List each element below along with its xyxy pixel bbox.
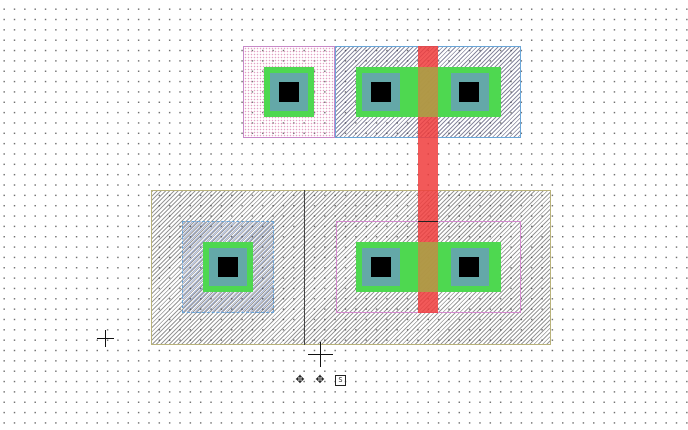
move-icon[interactable]: ✥ xyxy=(295,373,305,386)
gate-overlap-bottom xyxy=(418,242,438,292)
contact-cut xyxy=(459,82,479,102)
contact-cut xyxy=(218,257,238,277)
contact-cut xyxy=(279,82,299,102)
bottom-left-contact[interactable] xyxy=(203,242,253,292)
well-divider xyxy=(304,190,305,345)
crosshair-cursor-icon xyxy=(97,330,114,347)
contact-cut xyxy=(459,257,479,277)
poly-crossing-line xyxy=(418,221,438,222)
top-mid-contact[interactable] xyxy=(356,67,420,117)
crosshair-cursor-icon[interactable] xyxy=(308,342,333,367)
contact-cut xyxy=(371,82,391,102)
stamp-icon[interactable]: S xyxy=(335,375,346,386)
top-left-contact[interactable] xyxy=(264,67,314,117)
contact-cut xyxy=(371,257,391,277)
bottom-right-contact[interactable] xyxy=(437,242,501,292)
move-icon[interactable]: ✥ xyxy=(315,373,325,386)
bottom-mid-contact[interactable] xyxy=(356,242,420,292)
top-right-contact[interactable] xyxy=(437,67,501,117)
gate-overlap-top xyxy=(418,67,438,117)
